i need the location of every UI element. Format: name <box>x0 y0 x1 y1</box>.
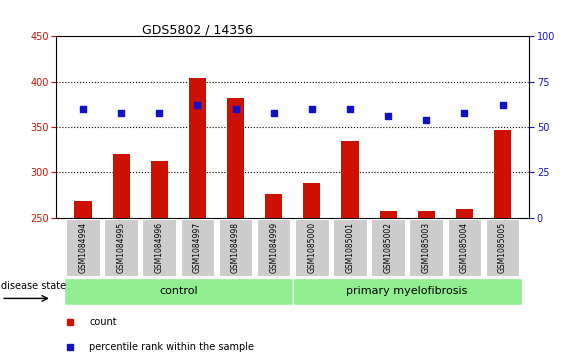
FancyBboxPatch shape <box>104 219 138 277</box>
Point <box>231 106 240 112</box>
Text: GSM1084995: GSM1084995 <box>117 222 126 273</box>
Text: primary myelofibrosis: primary myelofibrosis <box>346 286 468 296</box>
FancyBboxPatch shape <box>295 219 329 277</box>
Bar <box>74 201 92 218</box>
Bar <box>227 98 244 218</box>
FancyBboxPatch shape <box>64 278 293 305</box>
Text: percentile rank within the sample: percentile rank within the sample <box>90 342 254 352</box>
Point <box>460 110 469 115</box>
FancyBboxPatch shape <box>181 219 214 277</box>
Text: GSM1085002: GSM1085002 <box>383 222 392 273</box>
Bar <box>151 160 168 218</box>
Point <box>307 106 316 112</box>
Point <box>269 110 278 115</box>
FancyBboxPatch shape <box>372 219 405 277</box>
Point <box>78 106 87 112</box>
FancyBboxPatch shape <box>333 219 367 277</box>
Bar <box>379 211 397 218</box>
FancyBboxPatch shape <box>293 278 521 305</box>
Point <box>117 110 126 115</box>
FancyBboxPatch shape <box>409 219 443 277</box>
FancyBboxPatch shape <box>486 219 519 277</box>
Text: GSM1085001: GSM1085001 <box>346 222 355 273</box>
Point <box>346 106 355 112</box>
Bar <box>113 154 129 218</box>
Text: GSM1085004: GSM1085004 <box>460 222 469 273</box>
Bar <box>418 211 435 218</box>
Point <box>383 113 392 119</box>
Bar <box>265 194 282 218</box>
Bar <box>456 209 473 218</box>
FancyBboxPatch shape <box>142 219 176 277</box>
Text: control: control <box>159 286 198 296</box>
Point <box>193 102 202 108</box>
FancyBboxPatch shape <box>66 219 100 277</box>
Text: count: count <box>90 318 117 327</box>
Text: GSM1084999: GSM1084999 <box>269 222 278 273</box>
Point <box>422 117 431 123</box>
Text: GSM1084994: GSM1084994 <box>78 222 87 273</box>
FancyBboxPatch shape <box>257 219 291 277</box>
Text: disease state: disease state <box>1 281 66 291</box>
Text: GSM1084997: GSM1084997 <box>193 222 202 273</box>
Text: GSM1085000: GSM1085000 <box>307 222 316 273</box>
Text: GSM1085003: GSM1085003 <box>422 222 431 273</box>
Text: GSM1084998: GSM1084998 <box>231 222 240 273</box>
Bar <box>189 78 206 218</box>
FancyBboxPatch shape <box>219 219 252 277</box>
Text: GSM1085005: GSM1085005 <box>498 222 507 273</box>
Bar <box>494 130 511 218</box>
Point <box>498 102 507 108</box>
FancyBboxPatch shape <box>448 219 481 277</box>
Bar <box>303 183 320 218</box>
Bar <box>341 140 359 218</box>
Text: GDS5802 / 14356: GDS5802 / 14356 <box>141 24 253 37</box>
Point <box>155 110 164 115</box>
Text: GSM1084996: GSM1084996 <box>155 222 164 273</box>
